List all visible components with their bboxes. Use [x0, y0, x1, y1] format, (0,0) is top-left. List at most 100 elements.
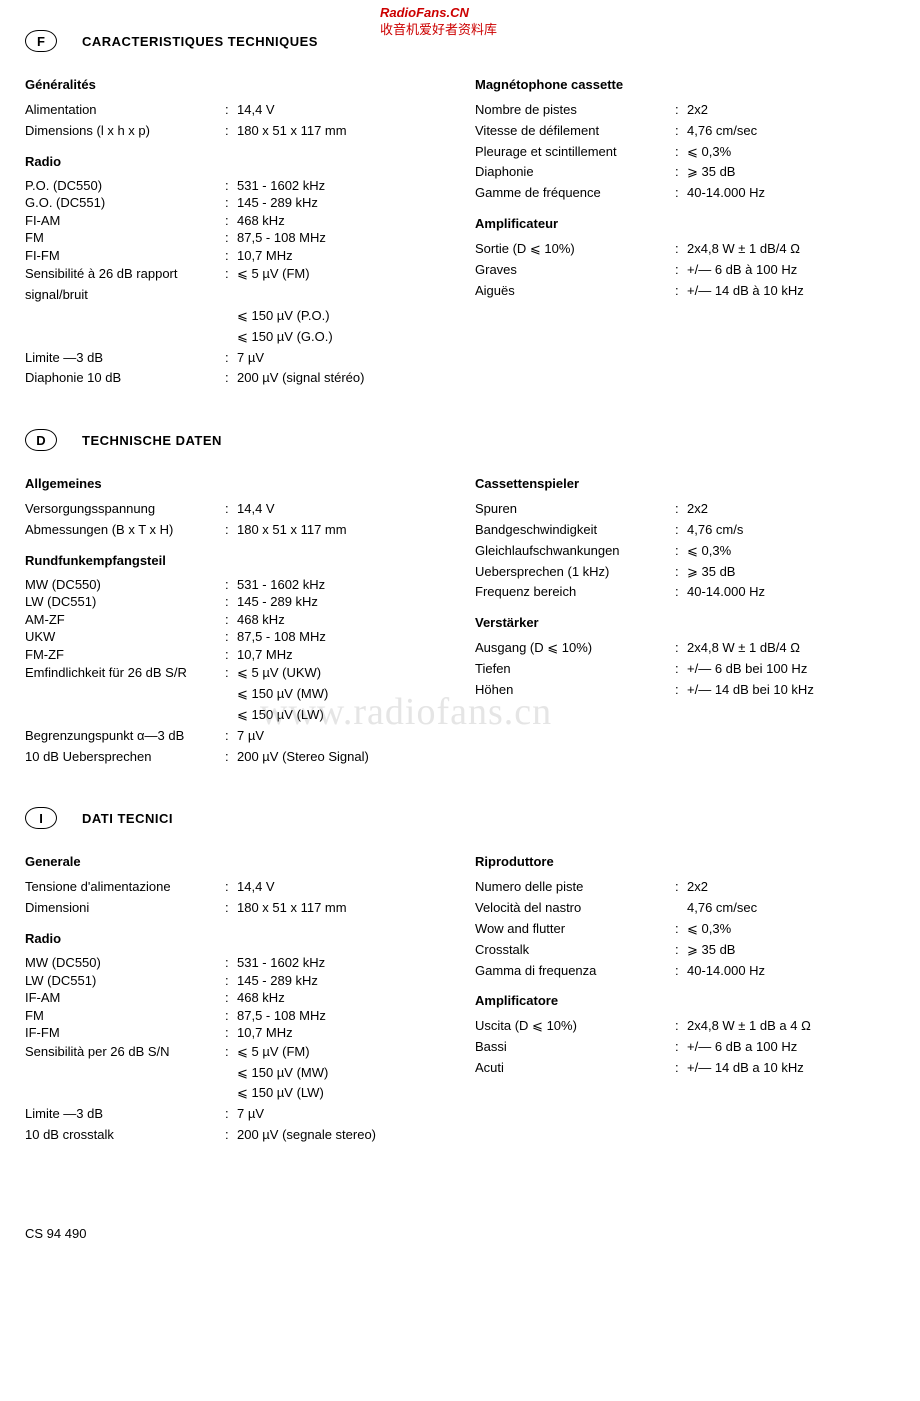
spec-colon: :	[675, 1058, 687, 1079]
spec-value: ⩽ 5 µV (FM)	[237, 264, 445, 306]
spec-row: Gamme de fréquence:40-14.000 Hz	[475, 183, 895, 204]
spec-label: Numero delle piste	[475, 877, 675, 898]
spec-row: Acuti:+/— 14 dB a 10 kHz	[475, 1058, 895, 1079]
spec-colon: :	[225, 1104, 237, 1125]
spec-label: Sensibilité à 26 dB rapport signal/bruit	[25, 264, 225, 306]
group-heading: Amplificateur	[475, 216, 895, 231]
spec-row: Tensione d'alimentazione:14,4 V	[25, 877, 445, 898]
columns: GeneraleTensione d'alimentazione:14,4 VD…	[25, 854, 895, 1145]
spec-label: Alimentation	[25, 100, 225, 121]
group-heading: Magnétophone cassette	[475, 77, 895, 92]
spec-row: Crosstalk:⩾ 35 dB	[475, 940, 895, 961]
spec-row: ⩽ 150 µV (P.O.)	[25, 306, 445, 327]
spec-colon: :	[675, 541, 687, 562]
spec-colon: :	[675, 100, 687, 121]
spec-label: Gamme de fréquence	[475, 183, 675, 204]
spec-row: IF-AM:468 kHz	[25, 989, 445, 1007]
group-heading: Radio	[25, 931, 445, 946]
spec-row: Emfindlichkeit für 26 dB S/R:⩽ 5 µV (UKW…	[25, 663, 445, 684]
left-column: AllgemeinesVersorgungsspannung:14,4 VAbm…	[25, 476, 445, 767]
group-heading: Cassettenspieler	[475, 476, 895, 491]
spec-colon: :	[225, 229, 237, 247]
spec-row: Sortie (D ⩽ 10%):2x4,8 W ± 1 dB/4 Ω	[475, 239, 895, 260]
spec-row: Begrenzungspunkt α—3 dB:7 µV	[25, 726, 445, 747]
spec-row: Ausgang (D ⩽ 10%):2x4,8 W ± 1 dB/4 Ω	[475, 638, 895, 659]
spec-row: UKW:87,5 - 108 MHz	[25, 628, 445, 646]
spec-label	[25, 327, 225, 348]
spec-colon: :	[675, 680, 687, 701]
section-title: CARACTERISTIQUES TECHNIQUES	[82, 34, 318, 49]
spec-label: FI-FM	[25, 247, 225, 265]
spec-value: 10,7 MHz	[237, 646, 445, 664]
spec-label: Sensibilità per 26 dB S/N	[25, 1042, 225, 1063]
spec-colon: :	[225, 177, 237, 195]
spec-row: LW (DC551):145 - 289 kHz	[25, 593, 445, 611]
spec-label: Tiefen	[475, 659, 675, 680]
spec-row: Uscita (D ⩽ 10%):2x4,8 W ± 1 dB a 4 Ω	[475, 1016, 895, 1037]
spec-value: 4,76 cm/s	[687, 520, 895, 541]
document-content: FCARACTERISTIQUES TECHNIQUESGénéralitésA…	[25, 30, 895, 1146]
spec-colon: :	[225, 212, 237, 230]
spec-row: FM-ZF:10,7 MHz	[25, 646, 445, 664]
spec-row: 10 dB crosstalk:200 µV (segnale stereo)	[25, 1125, 445, 1146]
spec-label: 10 dB crosstalk	[25, 1125, 225, 1146]
watermark-top: RadioFans.CN 收音机爱好者资料库	[380, 5, 497, 39]
watermark-line2: 收音机爱好者资料库	[380, 22, 497, 39]
spec-label	[25, 684, 225, 705]
spec-colon: :	[675, 659, 687, 680]
spec-colon: :	[675, 582, 687, 603]
spec-colon: :	[225, 611, 237, 629]
spec-label: UKW	[25, 628, 225, 646]
spec-value: +/— 14 dB bei 10 kHz	[687, 680, 895, 701]
spec-value: 531 - 1602 kHz	[237, 954, 445, 972]
group-heading: Amplificatore	[475, 993, 895, 1008]
spec-colon: :	[225, 646, 237, 664]
spec-value: ⩽ 0,3%	[687, 142, 895, 163]
left-column: GénéralitésAlimentation:14,4 VDimensions…	[25, 77, 445, 389]
spec-colon: :	[225, 877, 237, 898]
spec-label: Frequenz bereich	[475, 582, 675, 603]
spec-colon: :	[225, 1125, 237, 1146]
spec-value: 87,5 - 108 MHz	[237, 1007, 445, 1025]
spec-value: 468 kHz	[237, 989, 445, 1007]
spec-colon: :	[225, 100, 237, 121]
spec-colon: :	[675, 499, 687, 520]
spec-row: Versorgungsspannung:14,4 V	[25, 499, 445, 520]
spec-value: ⩾ 35 dB	[687, 162, 895, 183]
spec-label: Velocità del nastro	[475, 898, 675, 919]
spec-row: AM-ZF:468 kHz	[25, 611, 445, 629]
spec-row: P.O. (DC550):531 - 1602 kHz	[25, 177, 445, 195]
spec-label: Bandgeschwindigkeit	[475, 520, 675, 541]
spec-colon: :	[225, 989, 237, 1007]
spec-value: 7 µV	[237, 726, 445, 747]
spec-colon: :	[225, 726, 237, 747]
spec-colon	[225, 705, 237, 726]
spec-label: Emfindlichkeit für 26 dB S/R	[25, 663, 225, 684]
spec-row: Dimensioni:180 x 51 x 117 mm	[25, 898, 445, 919]
spec-label: Limite —3 dB	[25, 348, 225, 369]
spec-value: ⩾ 35 dB	[687, 940, 895, 961]
spec-label: MW (DC550)	[25, 954, 225, 972]
spec-colon: :	[225, 1007, 237, 1025]
spec-value: 200 µV (Stereo Signal)	[237, 747, 445, 768]
spec-label: Graves	[475, 260, 675, 281]
spec-label: 10 dB Uebersprechen	[25, 747, 225, 768]
spec-label: Versorgungsspannung	[25, 499, 225, 520]
section-title: DATI TECNICI	[82, 811, 173, 826]
group-heading: Généralités	[25, 77, 445, 92]
spec-value: 200 µV (segnale stereo)	[237, 1125, 445, 1146]
spec-value: 145 - 289 kHz	[237, 593, 445, 611]
spec-row: IF-FM:10,7 MHz	[25, 1024, 445, 1042]
language-section: FCARACTERISTIQUES TECHNIQUESGénéralitésA…	[25, 30, 895, 389]
spec-colon: :	[675, 562, 687, 583]
spec-value: 200 µV (signal stéréo)	[237, 368, 445, 389]
spec-label: Pleurage et scintillement	[475, 142, 675, 163]
spec-row: Limite —3 dB:7 µV	[25, 348, 445, 369]
spec-row: ⩽ 150 µV (G.O.)	[25, 327, 445, 348]
spec-value: 14,4 V	[237, 100, 445, 121]
spec-colon: :	[225, 194, 237, 212]
spec-colon: :	[225, 247, 237, 265]
spec-label: Limite —3 dB	[25, 1104, 225, 1125]
spec-value: ⩽ 150 µV (MW)	[237, 1063, 445, 1084]
spec-row: Wow and flutter:⩽ 0,3%	[475, 919, 895, 940]
